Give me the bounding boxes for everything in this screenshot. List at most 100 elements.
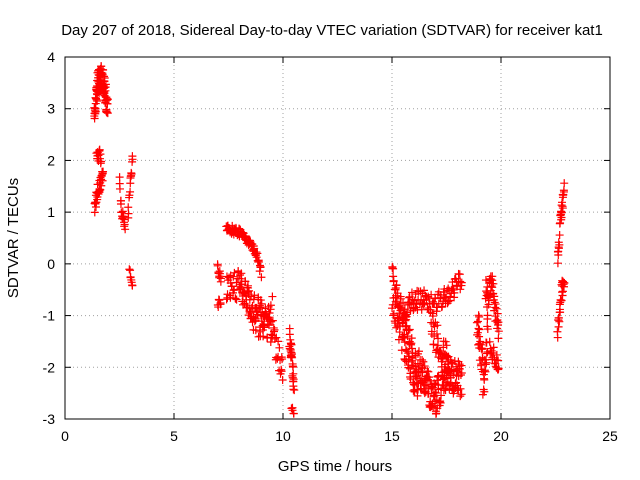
data-point (215, 269, 224, 278)
data-point (491, 300, 500, 309)
data-point (442, 341, 451, 350)
data-point (477, 345, 486, 354)
data-point (433, 341, 442, 350)
data-point (493, 309, 502, 318)
data-point (475, 325, 484, 334)
data-point (455, 364, 464, 373)
data-point (287, 404, 296, 413)
data-point (125, 191, 134, 200)
data-point (489, 343, 498, 352)
data-point (407, 340, 416, 349)
data-point (115, 179, 124, 188)
data-point (417, 305, 426, 314)
y-tick-label: 3 (47, 101, 55, 117)
data-point (559, 187, 568, 196)
data-point (265, 315, 274, 324)
data-point (259, 322, 268, 331)
data-point (436, 398, 445, 407)
data-point (448, 284, 457, 293)
data-point (403, 347, 412, 356)
data-point (274, 337, 283, 346)
data-point (275, 343, 284, 352)
data-point (494, 356, 503, 365)
data-point (483, 325, 492, 334)
data-point (242, 300, 251, 309)
data-point (557, 296, 566, 305)
data-point (554, 244, 563, 253)
data-point (287, 352, 296, 361)
data-point (456, 371, 465, 380)
data-point (432, 329, 441, 338)
data-point (216, 299, 225, 308)
data-point (558, 287, 567, 296)
data-point (259, 332, 268, 341)
data-point (124, 209, 133, 218)
data-point (481, 360, 490, 369)
y-tick-label: -1 (43, 308, 56, 324)
data-point (419, 357, 428, 366)
data-point (247, 303, 256, 312)
data-point (230, 268, 239, 277)
data-point (492, 363, 501, 372)
data-point (425, 373, 434, 382)
data-point (484, 296, 493, 305)
data-point (260, 323, 269, 332)
data-point (418, 368, 427, 377)
data-point (489, 279, 498, 288)
y-tick-label: -2 (43, 359, 56, 375)
data-point (256, 296, 265, 305)
data-point (289, 375, 298, 384)
data-point (426, 376, 435, 385)
data-point (253, 249, 262, 258)
data-point (555, 317, 564, 326)
y-tick-label: 2 (47, 152, 55, 168)
data-point (473, 317, 482, 326)
data-point (125, 265, 134, 274)
data-point (93, 97, 102, 106)
data-point (289, 385, 298, 394)
data-point (424, 389, 433, 398)
data-point (443, 353, 452, 362)
data-point (474, 324, 483, 333)
data-point (278, 375, 287, 384)
data-point (483, 311, 492, 320)
data-point (266, 338, 275, 347)
data-point (277, 367, 286, 376)
data-point (389, 309, 398, 318)
data-point (423, 367, 432, 376)
data-point (398, 299, 407, 308)
x-tick-label: 15 (384, 428, 400, 444)
data-point (266, 301, 275, 310)
data-point (557, 208, 566, 217)
data-point (98, 169, 107, 178)
plot-frame (64, 56, 611, 420)
data-point (494, 327, 503, 336)
data-point (481, 367, 490, 376)
data-point (420, 362, 429, 371)
y-tick-label: -3 (43, 411, 56, 427)
data-point (121, 225, 130, 234)
data-point (492, 304, 501, 313)
data-point (472, 318, 481, 327)
data-point (99, 66, 108, 75)
data-point (127, 170, 136, 179)
data-point (555, 305, 564, 314)
data-point (388, 304, 397, 313)
data-point (494, 318, 503, 327)
data-point (404, 326, 413, 335)
axis-ticks: 0 5 10 15 20 25 -3 -2 -1 0 1 2 3 4 (43, 49, 618, 444)
data-point (560, 179, 569, 188)
data-point (100, 76, 109, 85)
data-point (492, 316, 501, 325)
data-point (257, 273, 266, 282)
data-point (236, 271, 245, 280)
data-point (128, 281, 137, 290)
data-point (456, 384, 465, 393)
data-point (285, 330, 294, 339)
data-point (432, 409, 441, 418)
data-point (240, 299, 249, 308)
data-point (405, 300, 414, 309)
data-point (256, 303, 265, 312)
data-point (263, 314, 272, 323)
